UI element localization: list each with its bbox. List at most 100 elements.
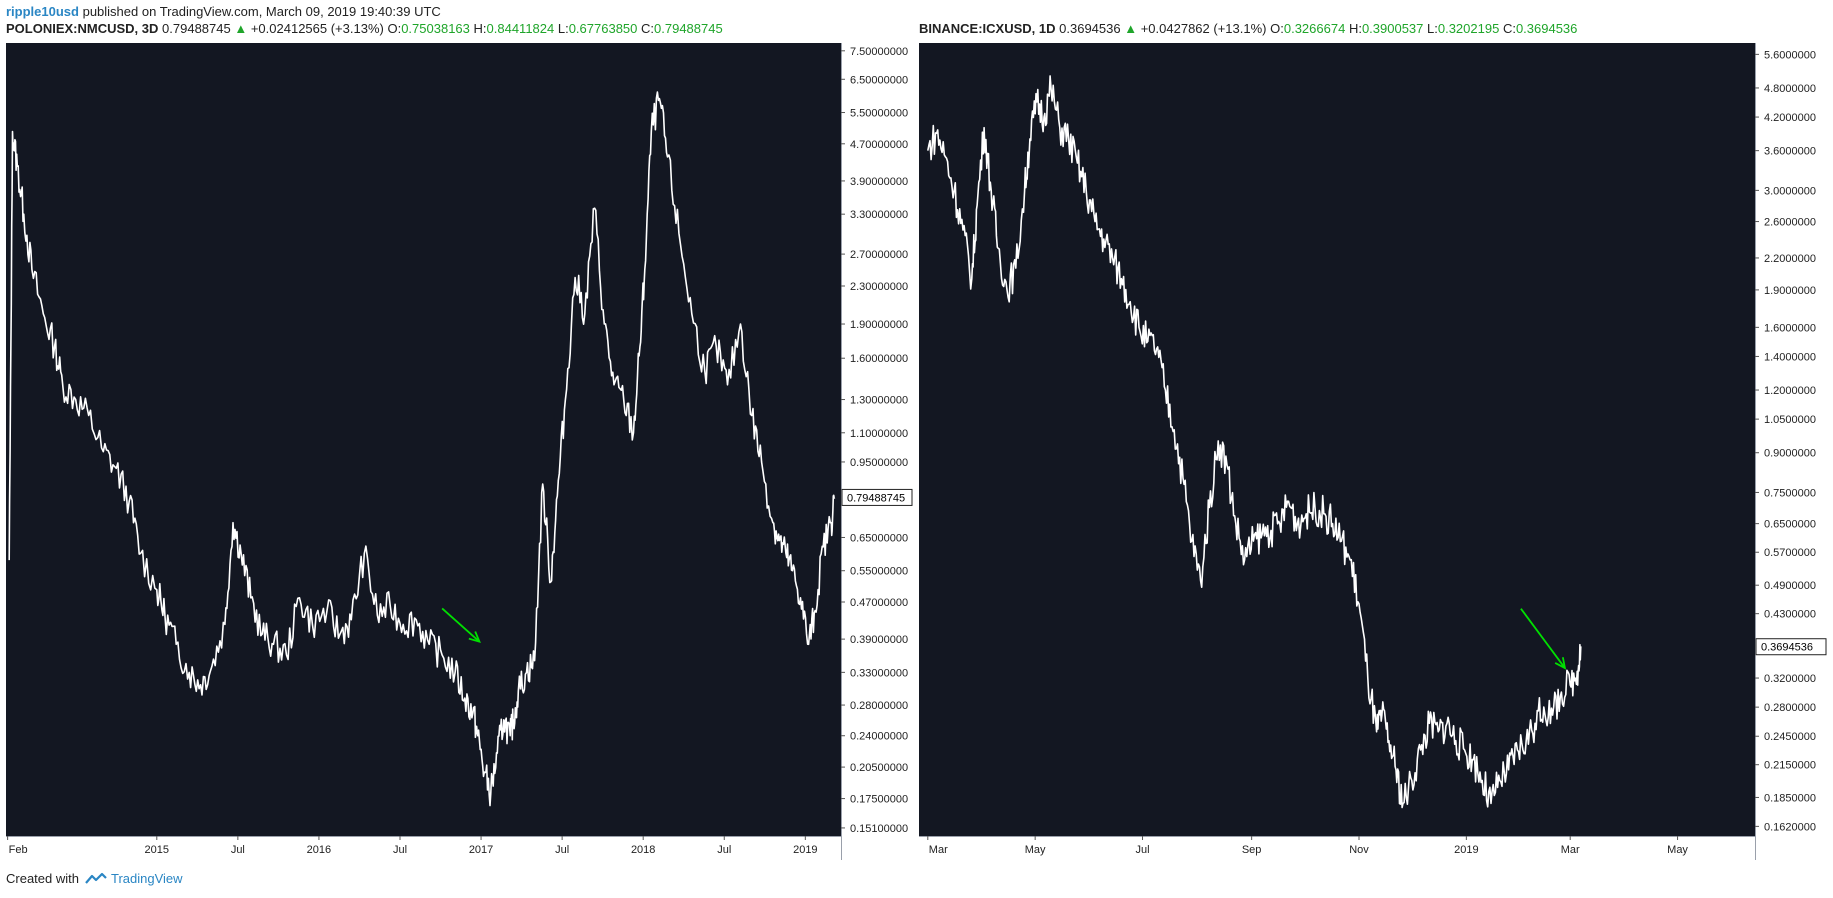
symbol-name: POLONIEX:NMCUSD, 3D [6, 21, 159, 36]
chart-nmcusd[interactable]: 7.50000000 6.50000000 5.50000000 4.70000000… [6, 43, 913, 860]
close-label: C: [641, 21, 655, 36]
y-tick-label: 1.0500000 [1764, 414, 1816, 426]
high-label: H: [1348, 21, 1362, 36]
publish-header: ripple10usd published on TradingView.com… [6, 4, 441, 19]
high-value: 0.84411824 [486, 21, 555, 36]
footer: Created with TradingView [6, 871, 183, 887]
tradingview-logo-icon[interactable] [84, 872, 107, 887]
x-tick-label: Jul [1135, 844, 1149, 856]
y-tick-label: 0.55000000 [850, 566, 908, 578]
y-tick-label: 6.50000000 [850, 74, 908, 86]
created-with-text: Created with [6, 871, 79, 886]
x-tick-label: 2018 [631, 844, 655, 856]
x-tick-label: 2019 [1454, 844, 1478, 856]
up-triangle-icon: ▲ [234, 21, 248, 36]
x-tick-label: Sep [1242, 844, 1262, 856]
high-value: 0.3900537 [1361, 21, 1424, 36]
open-value: 0.75038163 [401, 21, 470, 36]
y-tick-label: 0.2150000 [1764, 760, 1816, 772]
x-tick-label: Jul [393, 844, 407, 856]
y-tick-label: 2.6000000 [1764, 217, 1816, 229]
y-tick-label: 1.60000000 [850, 353, 908, 365]
current-price-label: 0.3694536 [1761, 642, 1813, 654]
y-tick-label: 1.2000000 [1764, 385, 1816, 397]
symbol-line-left: POLONIEX:NMCUSD, 3D 0.79488745 ▲ +0.0241… [6, 21, 723, 36]
open-label: O: [387, 21, 402, 36]
y-tick-label: 0.6500000 [1764, 519, 1816, 531]
y-tick-label: 1.30000000 [850, 395, 908, 407]
y-tick-label: 0.24000000 [850, 731, 908, 743]
arrow-annotation-icon [1520, 608, 1566, 669]
y-tick-label: 1.4000000 [1764, 351, 1816, 363]
chart-panel-nmcusd[interactable]: 7.50000000 6.50000000 5.50000000 4.70000000… [6, 43, 913, 860]
plot-area [6, 43, 841, 836]
x-tick-label: Mar [1561, 844, 1580, 856]
open-label: O: [1270, 21, 1284, 36]
close-value: 0.3694536 [1515, 21, 1578, 36]
y-tick-label: 1.10000000 [850, 428, 908, 440]
last-price: 0.3694536 [1059, 21, 1121, 36]
y-tick-label: 0.4900000 [1764, 580, 1816, 592]
arrow-annotation-icon [441, 607, 481, 643]
symbol-name: BINANCE:ICXUSD, 1D [919, 21, 1056, 36]
y-tick-label: 3.90000000 [850, 176, 908, 188]
y-tick-label: 0.1850000 [1764, 792, 1816, 804]
y-tick-label: 7.50000000 [850, 46, 908, 58]
x-tick-label: 2015 [145, 844, 169, 856]
published-text: published on TradingView.com, March 09, … [82, 4, 441, 19]
tradingview-link[interactable]: TradingView [111, 871, 183, 886]
y-tick-label: 0.47000000 [850, 597, 908, 609]
low-label: L: [1427, 21, 1438, 36]
y-tick-label: 5.50000000 [850, 108, 908, 120]
y-tick-label: 2.70000000 [850, 249, 908, 261]
y-tick-label: 2.30000000 [850, 281, 908, 293]
x-tick-label: Mar [929, 844, 948, 856]
open-value: 0.3266674 [1283, 21, 1346, 36]
change-value: +0.02412565 (+3.13%) [250, 21, 384, 36]
change-value: +0.0427862 (+13.1%) [1140, 21, 1267, 36]
x-tick-label: Jul [231, 844, 245, 856]
y-tick-label: 0.9000000 [1764, 448, 1816, 460]
y-tick-label: 3.30000000 [850, 209, 908, 221]
time-axis [919, 836, 1755, 860]
y-tick-label: 0.7500000 [1764, 487, 1816, 499]
last-price: 0.79488745 [162, 21, 231, 36]
y-tick-label: 0.1620000 [1764, 821, 1816, 833]
plot-area [919, 43, 1755, 836]
author-link[interactable]: ripple10usd [6, 4, 79, 19]
x-tick-label: May [1667, 844, 1688, 856]
price-axis [1755, 43, 1827, 860]
y-tick-label: 0.20500000 [850, 762, 908, 774]
x-tick-label: Feb [9, 844, 28, 856]
y-tick-label: 0.33000000 [850, 667, 908, 679]
y-tick-label: 4.2000000 [1764, 112, 1816, 124]
low-value: 0.67763850 [568, 21, 638, 36]
high-label: H: [473, 21, 487, 36]
y-tick-label: 0.3200000 [1764, 673, 1816, 685]
price-series-line [8, 91, 836, 807]
y-tick-label: 0.2800000 [1764, 702, 1816, 714]
y-tick-label: 0.5700000 [1764, 547, 1816, 559]
low-value: 0.3202195 [1437, 21, 1500, 36]
close-value: 0.79488745 [654, 21, 723, 36]
y-tick-label: 0.65000000 [850, 532, 908, 544]
x-tick-label: Jul [717, 844, 731, 856]
y-tick-label: 0.28000000 [850, 700, 908, 712]
current-price-box [1755, 638, 1827, 656]
x-tick-label: 2019 [793, 844, 817, 856]
symbol-line-right: BINANCE:ICXUSD, 1D 0.3694536 ▲ +0.042786… [919, 21, 1577, 36]
y-tick-label: 0.39000000 [850, 634, 908, 646]
y-tick-label: 0.95000000 [850, 457, 908, 469]
up-triangle-icon: ▲ [1124, 21, 1138, 36]
chart-panel-icxusd[interactable]: 5.6000000 4.8000000 4.2000000 3.6000000 3.00… [919, 43, 1827, 860]
y-tick-label: 0.15100000 [850, 823, 908, 835]
current-price-box [841, 488, 913, 506]
time-axis [6, 836, 841, 860]
y-tick-label: 1.6000000 [1764, 322, 1816, 334]
y-tick-label: 0.4300000 [1764, 609, 1816, 621]
low-label: L: [557, 21, 569, 36]
y-tick-label: 1.90000000 [850, 319, 908, 331]
y-tick-label: 3.0000000 [1764, 185, 1816, 197]
chart-icxusd[interactable]: 5.6000000 4.8000000 4.2000000 3.6000000 3.00… [919, 43, 1827, 860]
arrow-head-icon [1554, 657, 1567, 670]
